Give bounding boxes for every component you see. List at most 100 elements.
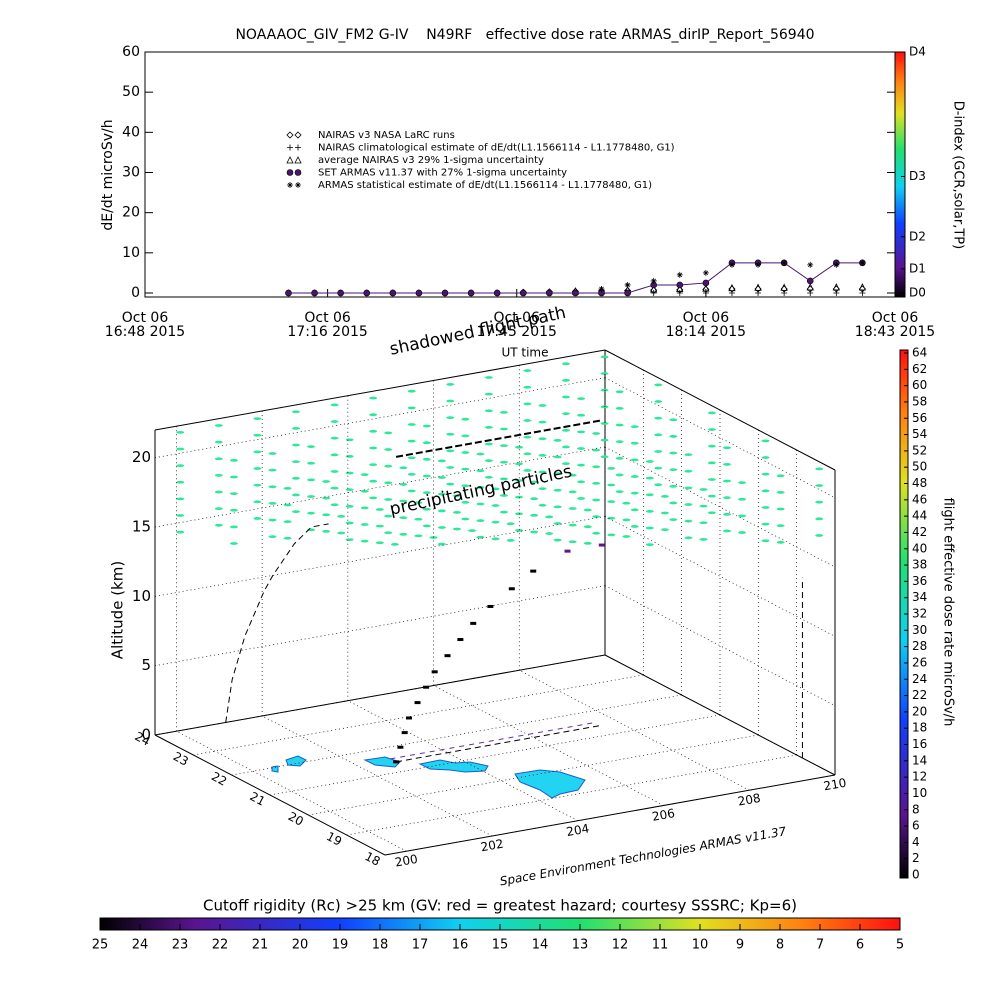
y-axis-label: dE/dt microSv/h bbox=[100, 119, 116, 230]
particle bbox=[545, 532, 554, 535]
particle bbox=[461, 417, 470, 421]
colorbar-tick-label: 25 bbox=[92, 938, 109, 953]
particle bbox=[330, 486, 339, 490]
y-tick-label: 22 bbox=[209, 769, 229, 789]
particle bbox=[615, 390, 624, 394]
islands bbox=[271, 755, 586, 799]
data-point bbox=[833, 261, 840, 268]
particle bbox=[214, 474, 223, 477]
data-point bbox=[441, 289, 449, 297]
particle bbox=[707, 511, 716, 515]
data-point bbox=[676, 271, 683, 278]
particle bbox=[645, 510, 654, 513]
particle bbox=[461, 467, 470, 471]
particle bbox=[468, 529, 477, 533]
colorbar-tick-label: 36 bbox=[912, 574, 927, 588]
particle bbox=[592, 515, 601, 519]
legend-symbol bbox=[286, 169, 294, 176]
colorbar-tick-label: 52 bbox=[912, 443, 927, 457]
colorbar-tick-label: 5 bbox=[896, 938, 904, 953]
particle bbox=[499, 460, 508, 464]
particle bbox=[561, 445, 570, 449]
legend-label: NAIRAS v3 NASA LaRC runs bbox=[318, 130, 455, 141]
y-tick-label: 20 bbox=[286, 809, 306, 829]
colorbar-tick-label: 28 bbox=[912, 639, 927, 653]
particle bbox=[461, 434, 470, 438]
particle bbox=[360, 506, 369, 510]
particle bbox=[607, 500, 616, 504]
particle bbox=[538, 437, 547, 441]
legend-symbol bbox=[295, 144, 301, 151]
y-tick-label: 18 bbox=[362, 849, 382, 869]
particle bbox=[669, 484, 678, 488]
y-tick-label: 60 bbox=[122, 44, 140, 60]
particle bbox=[422, 507, 431, 511]
particle bbox=[446, 449, 455, 453]
particle bbox=[446, 399, 455, 403]
particle bbox=[815, 467, 824, 471]
colorbar-tick-label: 6 bbox=[856, 938, 864, 953]
particle bbox=[707, 428, 716, 431]
particle bbox=[622, 501, 631, 505]
particle bbox=[214, 507, 223, 511]
particle bbox=[369, 429, 378, 433]
particle bbox=[568, 490, 577, 494]
particle bbox=[446, 482, 455, 486]
particle bbox=[446, 382, 455, 386]
particle bbox=[437, 476, 446, 479]
particle bbox=[268, 452, 277, 455]
x-tick-label: 17:45 2015 bbox=[477, 324, 557, 340]
particle bbox=[322, 513, 331, 517]
x-tick-label: 17:16 2015 bbox=[287, 324, 367, 340]
flight-point bbox=[405, 716, 412, 720]
particle bbox=[253, 467, 262, 470]
particle bbox=[214, 490, 223, 494]
particle bbox=[515, 495, 524, 499]
particle bbox=[600, 455, 609, 459]
particle bbox=[660, 494, 669, 498]
particle bbox=[499, 477, 508, 481]
particle bbox=[345, 455, 354, 458]
particle bbox=[654, 483, 663, 487]
colorbar-label: flight effective dose rate microSv/h bbox=[941, 498, 956, 727]
particle bbox=[523, 435, 532, 439]
particle bbox=[291, 510, 300, 513]
particle bbox=[722, 463, 731, 466]
particle bbox=[360, 539, 369, 543]
particle bbox=[330, 470, 339, 473]
particle bbox=[669, 418, 678, 422]
particle bbox=[776, 524, 785, 528]
colorbar-tick-label: 16 bbox=[912, 737, 927, 751]
colorbar-tick-label: 9 bbox=[736, 938, 744, 953]
shadowed-flight-path bbox=[395, 419, 602, 458]
particle bbox=[322, 480, 331, 483]
particle bbox=[684, 486, 693, 490]
grid-line bbox=[154, 377, 606, 459]
y-tick-label: 24 bbox=[132, 729, 152, 749]
particle bbox=[491, 520, 500, 524]
x-tick-label: Oct 06 bbox=[122, 310, 169, 326]
particle bbox=[538, 487, 547, 491]
legend-symbol bbox=[294, 156, 302, 164]
z-tick-label: 10 bbox=[132, 587, 151, 605]
particle bbox=[322, 496, 331, 500]
particle bbox=[330, 436, 339, 440]
y-tick-label: 19 bbox=[324, 829, 344, 849]
particle bbox=[337, 531, 346, 535]
y-tick-label: 0 bbox=[131, 285, 140, 301]
particle bbox=[291, 476, 300, 480]
colorbar-tick-label: D0 bbox=[909, 285, 926, 299]
x-tick-label: Oct 06 bbox=[493, 310, 540, 326]
particle bbox=[407, 389, 416, 393]
particle bbox=[291, 427, 300, 430]
colorbar-label: Cutoff rigidity (Rc) >25 km (GV: red = g… bbox=[203, 897, 797, 915]
particle bbox=[437, 459, 446, 463]
legend-symbol bbox=[286, 131, 294, 139]
particle bbox=[684, 536, 693, 540]
particle bbox=[615, 440, 624, 444]
data-point bbox=[728, 261, 735, 268]
particle bbox=[722, 479, 731, 483]
particle bbox=[283, 536, 292, 540]
particle bbox=[523, 469, 532, 472]
particle bbox=[369, 496, 378, 500]
